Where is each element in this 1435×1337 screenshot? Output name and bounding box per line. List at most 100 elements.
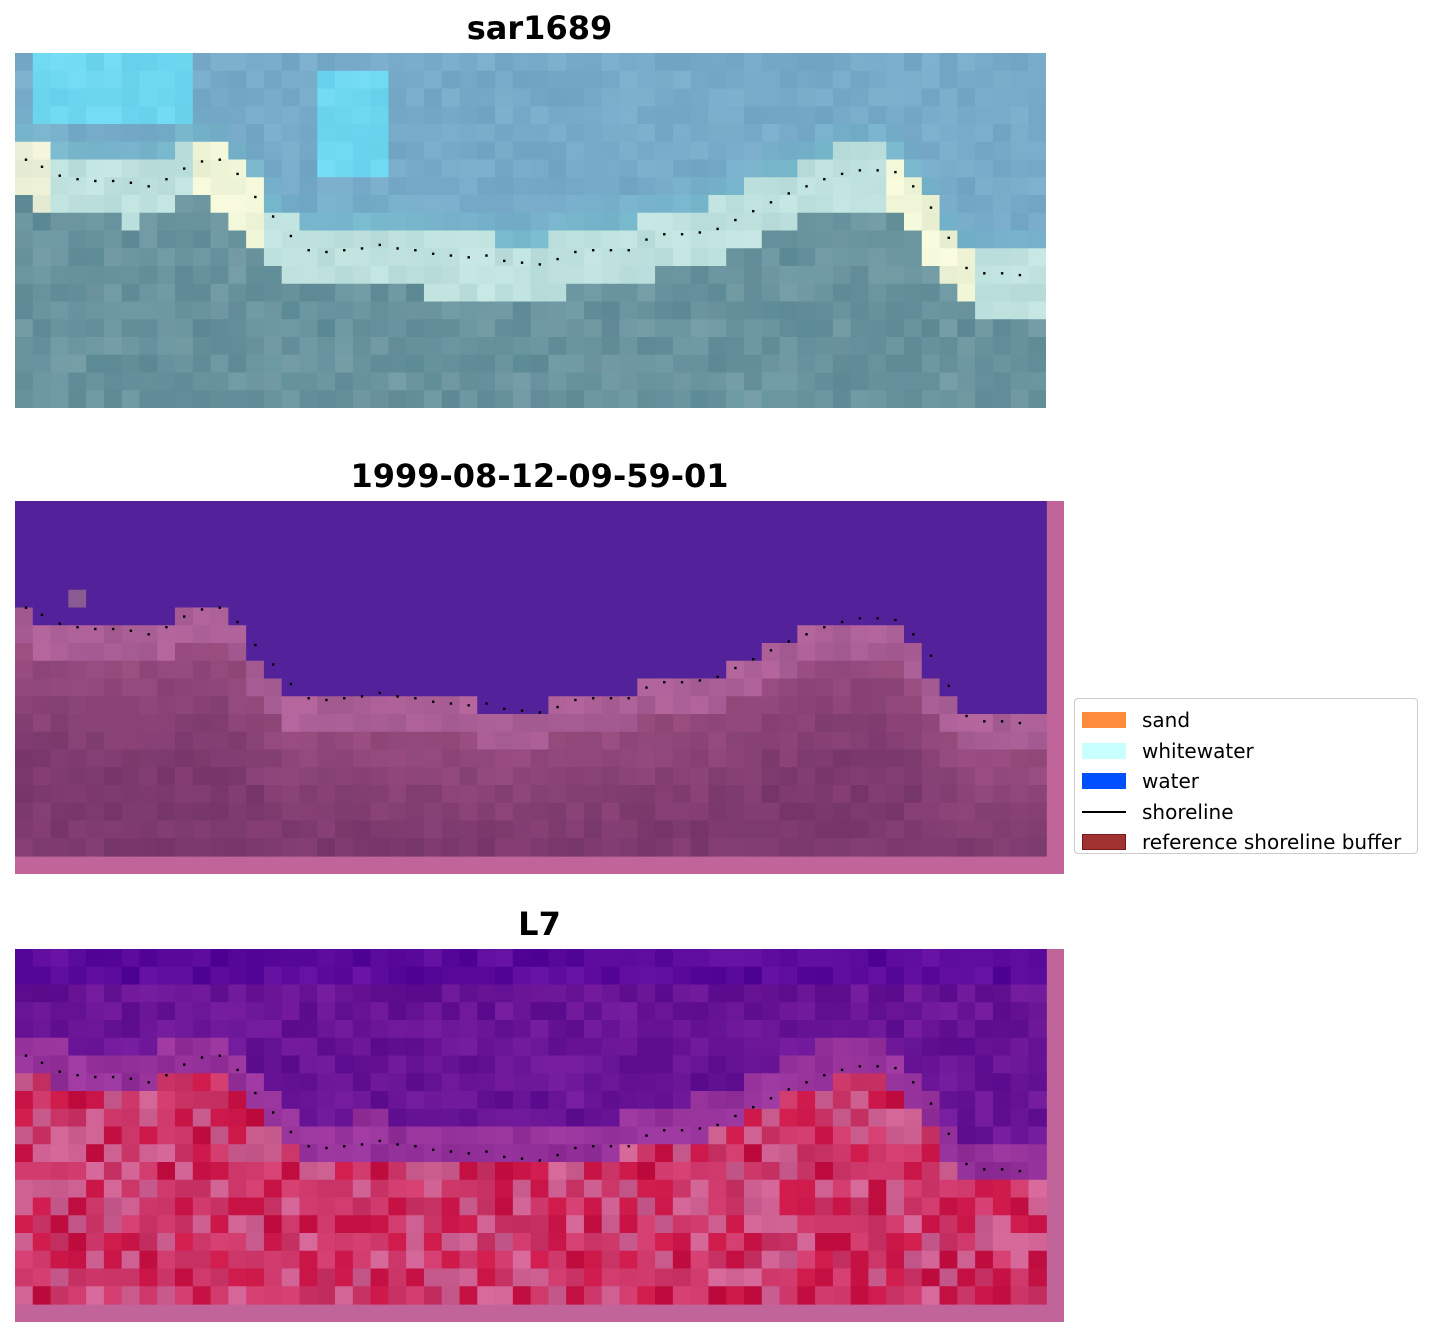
classified-pixel	[992, 501, 1012, 520]
satellite-pixel	[175, 124, 194, 143]
index-pixel	[210, 1197, 229, 1216]
index-pixel	[868, 984, 887, 1003]
satellite-pixel	[530, 124, 549, 143]
index-pixel	[388, 1073, 407, 1092]
index-pixel	[672, 1268, 692, 1287]
satellite-pixel	[939, 283, 958, 303]
index-pixel	[281, 1215, 301, 1234]
satellite-pixel	[939, 106, 958, 125]
classified-pixel	[708, 678, 727, 697]
index-pixel	[459, 1162, 478, 1181]
satellite-pixel	[939, 177, 958, 196]
classified-pixel	[868, 643, 887, 662]
classified-pixel	[246, 607, 265, 626]
index-pixel	[708, 1250, 727, 1270]
classified-pixel	[370, 572, 389, 591]
satellite-pixel	[228, 390, 247, 408]
classified-pixel	[423, 820, 443, 839]
index-pixel	[1010, 1020, 1030, 1039]
classified-pixel	[192, 607, 212, 626]
index-pixel	[441, 1215, 461, 1234]
satellite-pixel	[175, 354, 194, 374]
satellite-pixel	[139, 212, 158, 232]
index-pixel	[139, 984, 158, 1003]
index-pixel	[228, 1002, 247, 1021]
satellite-pixel	[797, 70, 816, 90]
shoreline-point	[591, 1145, 595, 1148]
classified-pixel	[992, 820, 1012, 839]
satellite-pixel	[352, 230, 372, 249]
classified-pixel	[601, 572, 621, 591]
satellite-pixel	[423, 106, 443, 125]
index-pixel	[121, 1179, 141, 1199]
classified-pixel	[139, 643, 158, 662]
classified-pixel	[406, 714, 425, 733]
classified-pixel	[530, 678, 549, 697]
index-pixel	[601, 1002, 621, 1021]
classified-pixel	[655, 785, 674, 804]
shoreline-point	[645, 1134, 648, 1137]
classified-pixel	[655, 625, 674, 644]
index-pixel	[583, 1020, 603, 1039]
classified-pixel	[388, 731, 407, 751]
shoreline-point	[449, 702, 453, 705]
index-pixel	[548, 1179, 567, 1199]
satellite-pixel	[103, 212, 123, 232]
index-pixel	[601, 1091, 621, 1110]
satellite-pixel	[886, 88, 905, 107]
classified-pixel	[815, 643, 834, 662]
index-pixel	[637, 1179, 656, 1199]
satellite-pixel	[601, 159, 621, 178]
satellite-pixel	[868, 88, 887, 107]
satellite-pixel	[32, 337, 52, 356]
shoreline-point	[769, 201, 773, 204]
classified-pixel	[32, 607, 52, 626]
satellite-pixel	[68, 372, 87, 391]
satellite-pixel	[957, 390, 976, 408]
index-pixel	[850, 1055, 870, 1074]
classified-pixel	[743, 678, 763, 697]
classified-pixel	[548, 643, 567, 662]
classified-pixel	[86, 678, 105, 697]
classified-pixel	[797, 607, 816, 626]
classified-pixel	[157, 643, 176, 662]
index-pixel	[708, 1091, 727, 1110]
satellite-pixel	[228, 88, 247, 107]
index-pixel	[530, 1144, 549, 1163]
shoreline-point	[325, 698, 328, 702]
index-pixel	[619, 1055, 638, 1074]
satellite-pixel	[441, 248, 461, 267]
shoreline-point	[983, 720, 986, 723]
satellite-pixel	[726, 88, 745, 107]
classified-pixel	[406, 518, 425, 538]
satellite-pixel	[939, 195, 958, 214]
satellite-pixel	[583, 337, 603, 356]
index-pixel	[246, 1268, 265, 1287]
classified-pixel	[388, 643, 407, 662]
index-pixel	[583, 1162, 603, 1181]
classified-pixel	[335, 572, 354, 591]
shoreline-point	[929, 206, 933, 209]
satellite-pixel	[797, 283, 816, 303]
classified-pixel	[210, 554, 229, 573]
classified-pixel	[904, 820, 923, 839]
classified-pixel	[583, 607, 603, 626]
classified-pixel	[619, 518, 638, 538]
satellite-pixel	[495, 212, 514, 232]
satellite-pixel	[619, 390, 638, 408]
classified-pixel	[637, 660, 656, 680]
classified-pixel	[15, 820, 34, 839]
satellite-pixel	[68, 266, 87, 285]
index-pixel	[175, 1179, 194, 1199]
classified-pixel	[317, 767, 336, 786]
index-pixel	[779, 1197, 798, 1216]
index-pixel	[743, 1091, 763, 1110]
index-pixel	[815, 1073, 834, 1092]
index-pixel	[103, 1162, 123, 1181]
classified-pixel	[530, 660, 549, 680]
satellite-pixel	[992, 390, 1012, 408]
satellite-pixel	[548, 195, 567, 214]
index-pixel	[32, 966, 52, 986]
classified-pixel	[210, 660, 229, 680]
satellite-pixel	[512, 53, 532, 72]
